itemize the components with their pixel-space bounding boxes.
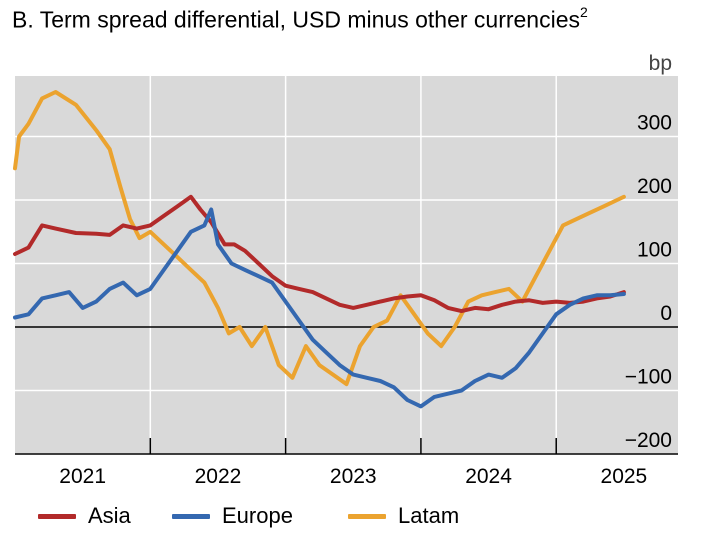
series-line-asia — [13, 194, 626, 314]
series-line-europe — [13, 207, 626, 409]
y-tick-label: 100 — [637, 239, 672, 262]
y-tick-label: −100 — [625, 366, 672, 389]
legend-item-latam: Latam — [348, 503, 459, 529]
plot-area-background — [15, 76, 678, 454]
legend-swatch — [172, 513, 210, 519]
x-tick-label: 2023 — [330, 465, 377, 488]
y-tick-label: 300 — [637, 112, 672, 135]
legend: Asia Europe Latam — [0, 503, 726, 533]
title-superscript: 2 — [580, 4, 588, 20]
y-tick-label: −200 — [625, 429, 672, 452]
y-tick-label: 200 — [637, 175, 672, 198]
y-tick-label: 0 — [660, 302, 672, 325]
legend-label: Europe — [222, 503, 293, 528]
axes: 300 200 100 0 −100 −200 2021 2022 2023 2024 2025 — [15, 112, 678, 488]
x-tick-label: 2025 — [601, 465, 648, 488]
legend-item-europe: Europe — [172, 503, 293, 529]
legend-swatch — [38, 513, 76, 519]
legend-swatch — [348, 513, 386, 519]
chart-title: B. Term spread differential, USD minus o… — [12, 4, 588, 34]
series-lines — [13, 90, 626, 409]
chart-title-text: B. Term spread differential, USD minus o… — [12, 6, 581, 33]
x-tick-label: 2022 — [195, 465, 242, 488]
y-axis-unit-label: bp — [649, 52, 672, 75]
legend-item-asia: Asia — [38, 503, 131, 529]
x-tick-label: 2021 — [59, 465, 106, 488]
series-line-latam — [13, 90, 626, 387]
x-tick-label: 2024 — [465, 465, 512, 488]
legend-label: Asia — [88, 503, 131, 528]
legend-label: Latam — [398, 503, 460, 528]
